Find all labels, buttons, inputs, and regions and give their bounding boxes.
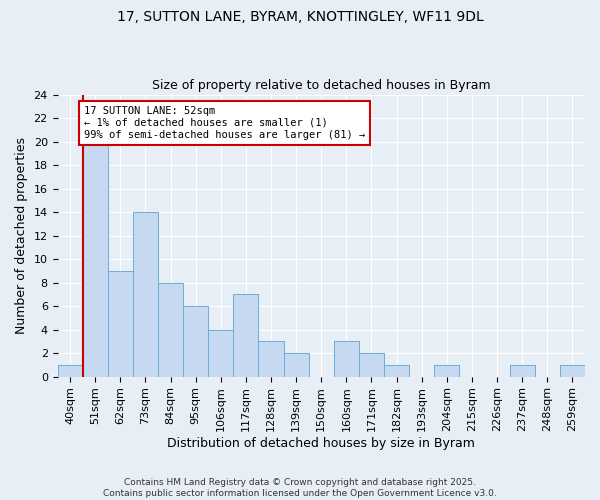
Bar: [233, 294, 259, 376]
Bar: [83, 142, 108, 376]
Bar: [58, 365, 83, 376]
Bar: [108, 271, 133, 376]
Bar: [359, 353, 384, 376]
Bar: [384, 365, 409, 376]
Bar: [259, 342, 284, 376]
Bar: [208, 330, 233, 376]
Bar: [133, 212, 158, 376]
Bar: [509, 365, 535, 376]
Bar: [434, 365, 460, 376]
Bar: [183, 306, 208, 376]
Title: Size of property relative to detached houses in Byram: Size of property relative to detached ho…: [152, 79, 491, 92]
Text: 17 SUTTON LANE: 52sqm
← 1% of detached houses are smaller (1)
99% of semi-detach: 17 SUTTON LANE: 52sqm ← 1% of detached h…: [84, 106, 365, 140]
Bar: [284, 353, 309, 376]
X-axis label: Distribution of detached houses by size in Byram: Distribution of detached houses by size …: [167, 437, 475, 450]
Bar: [334, 342, 359, 376]
Bar: [560, 365, 585, 376]
Y-axis label: Number of detached properties: Number of detached properties: [15, 137, 28, 334]
Bar: [158, 282, 183, 376]
Text: 17, SUTTON LANE, BYRAM, KNOTTINGLEY, WF11 9DL: 17, SUTTON LANE, BYRAM, KNOTTINGLEY, WF1…: [116, 10, 484, 24]
Text: Contains HM Land Registry data © Crown copyright and database right 2025.
Contai: Contains HM Land Registry data © Crown c…: [103, 478, 497, 498]
